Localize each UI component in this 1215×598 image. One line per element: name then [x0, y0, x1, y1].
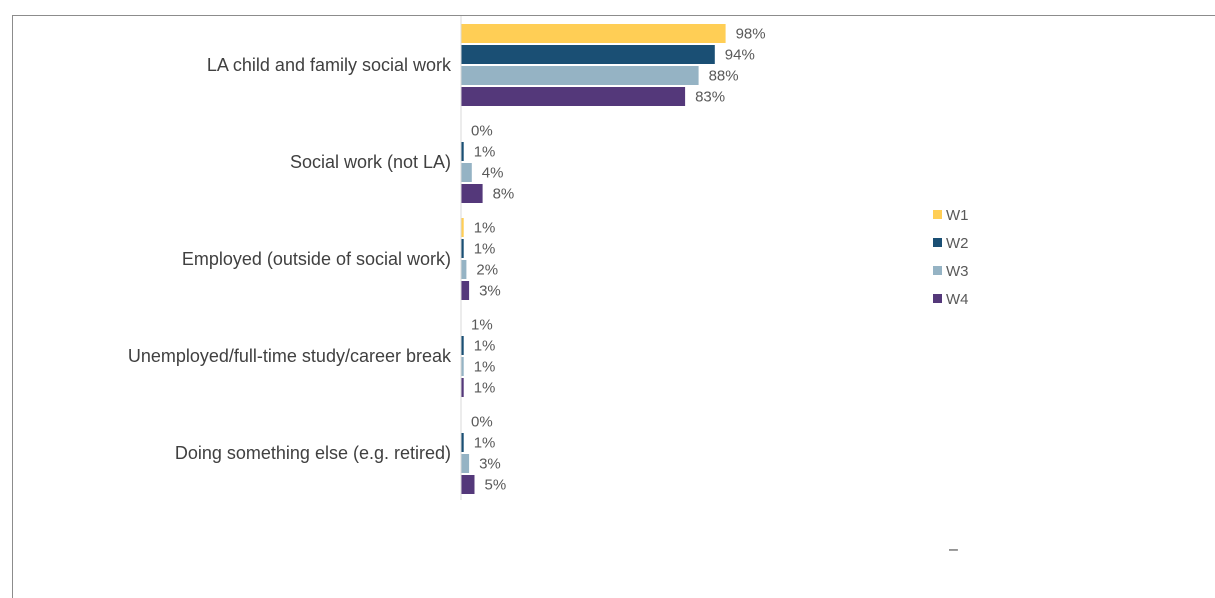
value-label: 8% — [493, 186, 515, 203]
bar-w1 — [461, 24, 726, 43]
category-labels: LA child and family social work Social wo… — [128, 55, 452, 463]
value-label: 0% — [471, 414, 493, 431]
legend-label-w2: W2 — [946, 235, 969, 252]
category-label: Social work (not LA) — [290, 152, 451, 172]
bar-w4 — [461, 87, 686, 106]
bar-w3 — [461, 66, 699, 85]
bar-w4 — [461, 378, 464, 397]
value-label: 5% — [485, 477, 507, 494]
bar-w2 — [461, 142, 464, 161]
bar-w4 — [461, 475, 475, 494]
bars — [461, 24, 726, 494]
value-label: 0% — [471, 123, 493, 140]
value-label: 2% — [476, 262, 498, 279]
legend-label-w4: W4 — [946, 291, 969, 308]
value-label: 3% — [479, 283, 501, 300]
legend: W1 W2 W3 W4 — [933, 207, 969, 308]
legend-label-w1: W1 — [946, 207, 969, 224]
value-label: 94% — [725, 47, 755, 64]
value-label: 1% — [474, 144, 496, 161]
category-label: LA child and family social work — [207, 55, 452, 75]
value-label: 98% — [736, 26, 766, 43]
value-label: 88% — [709, 68, 739, 85]
category-label: Unemployed/full-time study/career break — [128, 346, 452, 366]
value-label: 1% — [474, 241, 496, 258]
legend-swatch-w2 — [933, 238, 942, 247]
bar-w3 — [461, 163, 472, 182]
value-label: 1% — [474, 220, 496, 237]
value-labels: 98% 94% 88% 83% 0% 1% 4% 8% 1% 1% 2% 3% 1% 1% 1% 1% 0% 1%… — [471, 26, 766, 494]
value-label: 83% — [695, 89, 725, 106]
chart-frame — [12, 15, 1215, 598]
value-label: 1% — [474, 338, 496, 355]
value-label: 1% — [474, 435, 496, 452]
footer-dash-mark: – — [949, 541, 958, 558]
bar-w2 — [461, 45, 715, 64]
bar-w2 — [461, 336, 464, 355]
value-label: 1% — [474, 380, 496, 397]
bar-w3 — [461, 260, 467, 279]
bar-w4 — [461, 184, 483, 203]
legend-label-w3: W3 — [946, 263, 969, 280]
bar-w1 — [461, 218, 464, 237]
legend-swatch-w1 — [933, 210, 942, 219]
value-label: 4% — [482, 165, 504, 182]
bar-w4 — [461, 281, 470, 300]
bar-w3 — [461, 357, 464, 376]
value-label: 3% — [479, 456, 501, 473]
bar-w3 — [461, 454, 470, 473]
value-label: 1% — [474, 359, 496, 376]
category-label: Doing something else (e.g. retired) — [175, 443, 451, 463]
category-label: Employed (outside of social work) — [182, 249, 451, 269]
bar-w2 — [461, 239, 464, 258]
bar-w2 — [461, 433, 464, 452]
value-label: 1% — [471, 317, 493, 334]
legend-swatch-w3 — [933, 266, 942, 275]
legend-swatch-w4 — [933, 294, 942, 303]
